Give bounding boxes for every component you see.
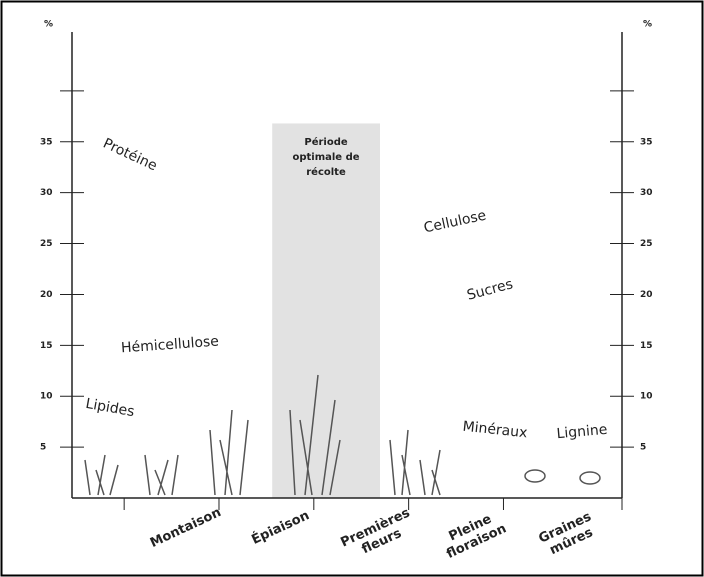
y2-tick-label: 35: [640, 137, 653, 147]
y2-tick-label: 20: [640, 290, 653, 300]
y-tick-label: 35: [40, 137, 53, 147]
y2-tick-label: 30: [640, 188, 653, 198]
band-line: récolte: [306, 166, 346, 178]
y2-tick-label: 5: [640, 443, 646, 453]
y2-tick-label: 10: [640, 392, 653, 402]
y2-tick-label: 25: [640, 239, 653, 249]
band-line: optimale de: [292, 152, 359, 163]
y-tick-label: 25: [40, 239, 53, 249]
harvest-band: [272, 123, 380, 498]
y-tick-label: 15: [40, 341, 53, 351]
band-line: Période: [304, 136, 347, 148]
y-tick-label: 30: [40, 188, 53, 198]
y-tick-label: 10: [40, 392, 53, 402]
y-tick-label: 20: [40, 290, 53, 300]
y2-axis-label: %: [643, 20, 652, 30]
chart: Période optimale de récolte %% 5 10 15 20 25 3…: [0, 0, 704, 577]
y-axis-label: %: [44, 20, 53, 30]
y-tick-label: 5: [40, 443, 46, 453]
y2-tick-label: 15: [640, 341, 653, 351]
